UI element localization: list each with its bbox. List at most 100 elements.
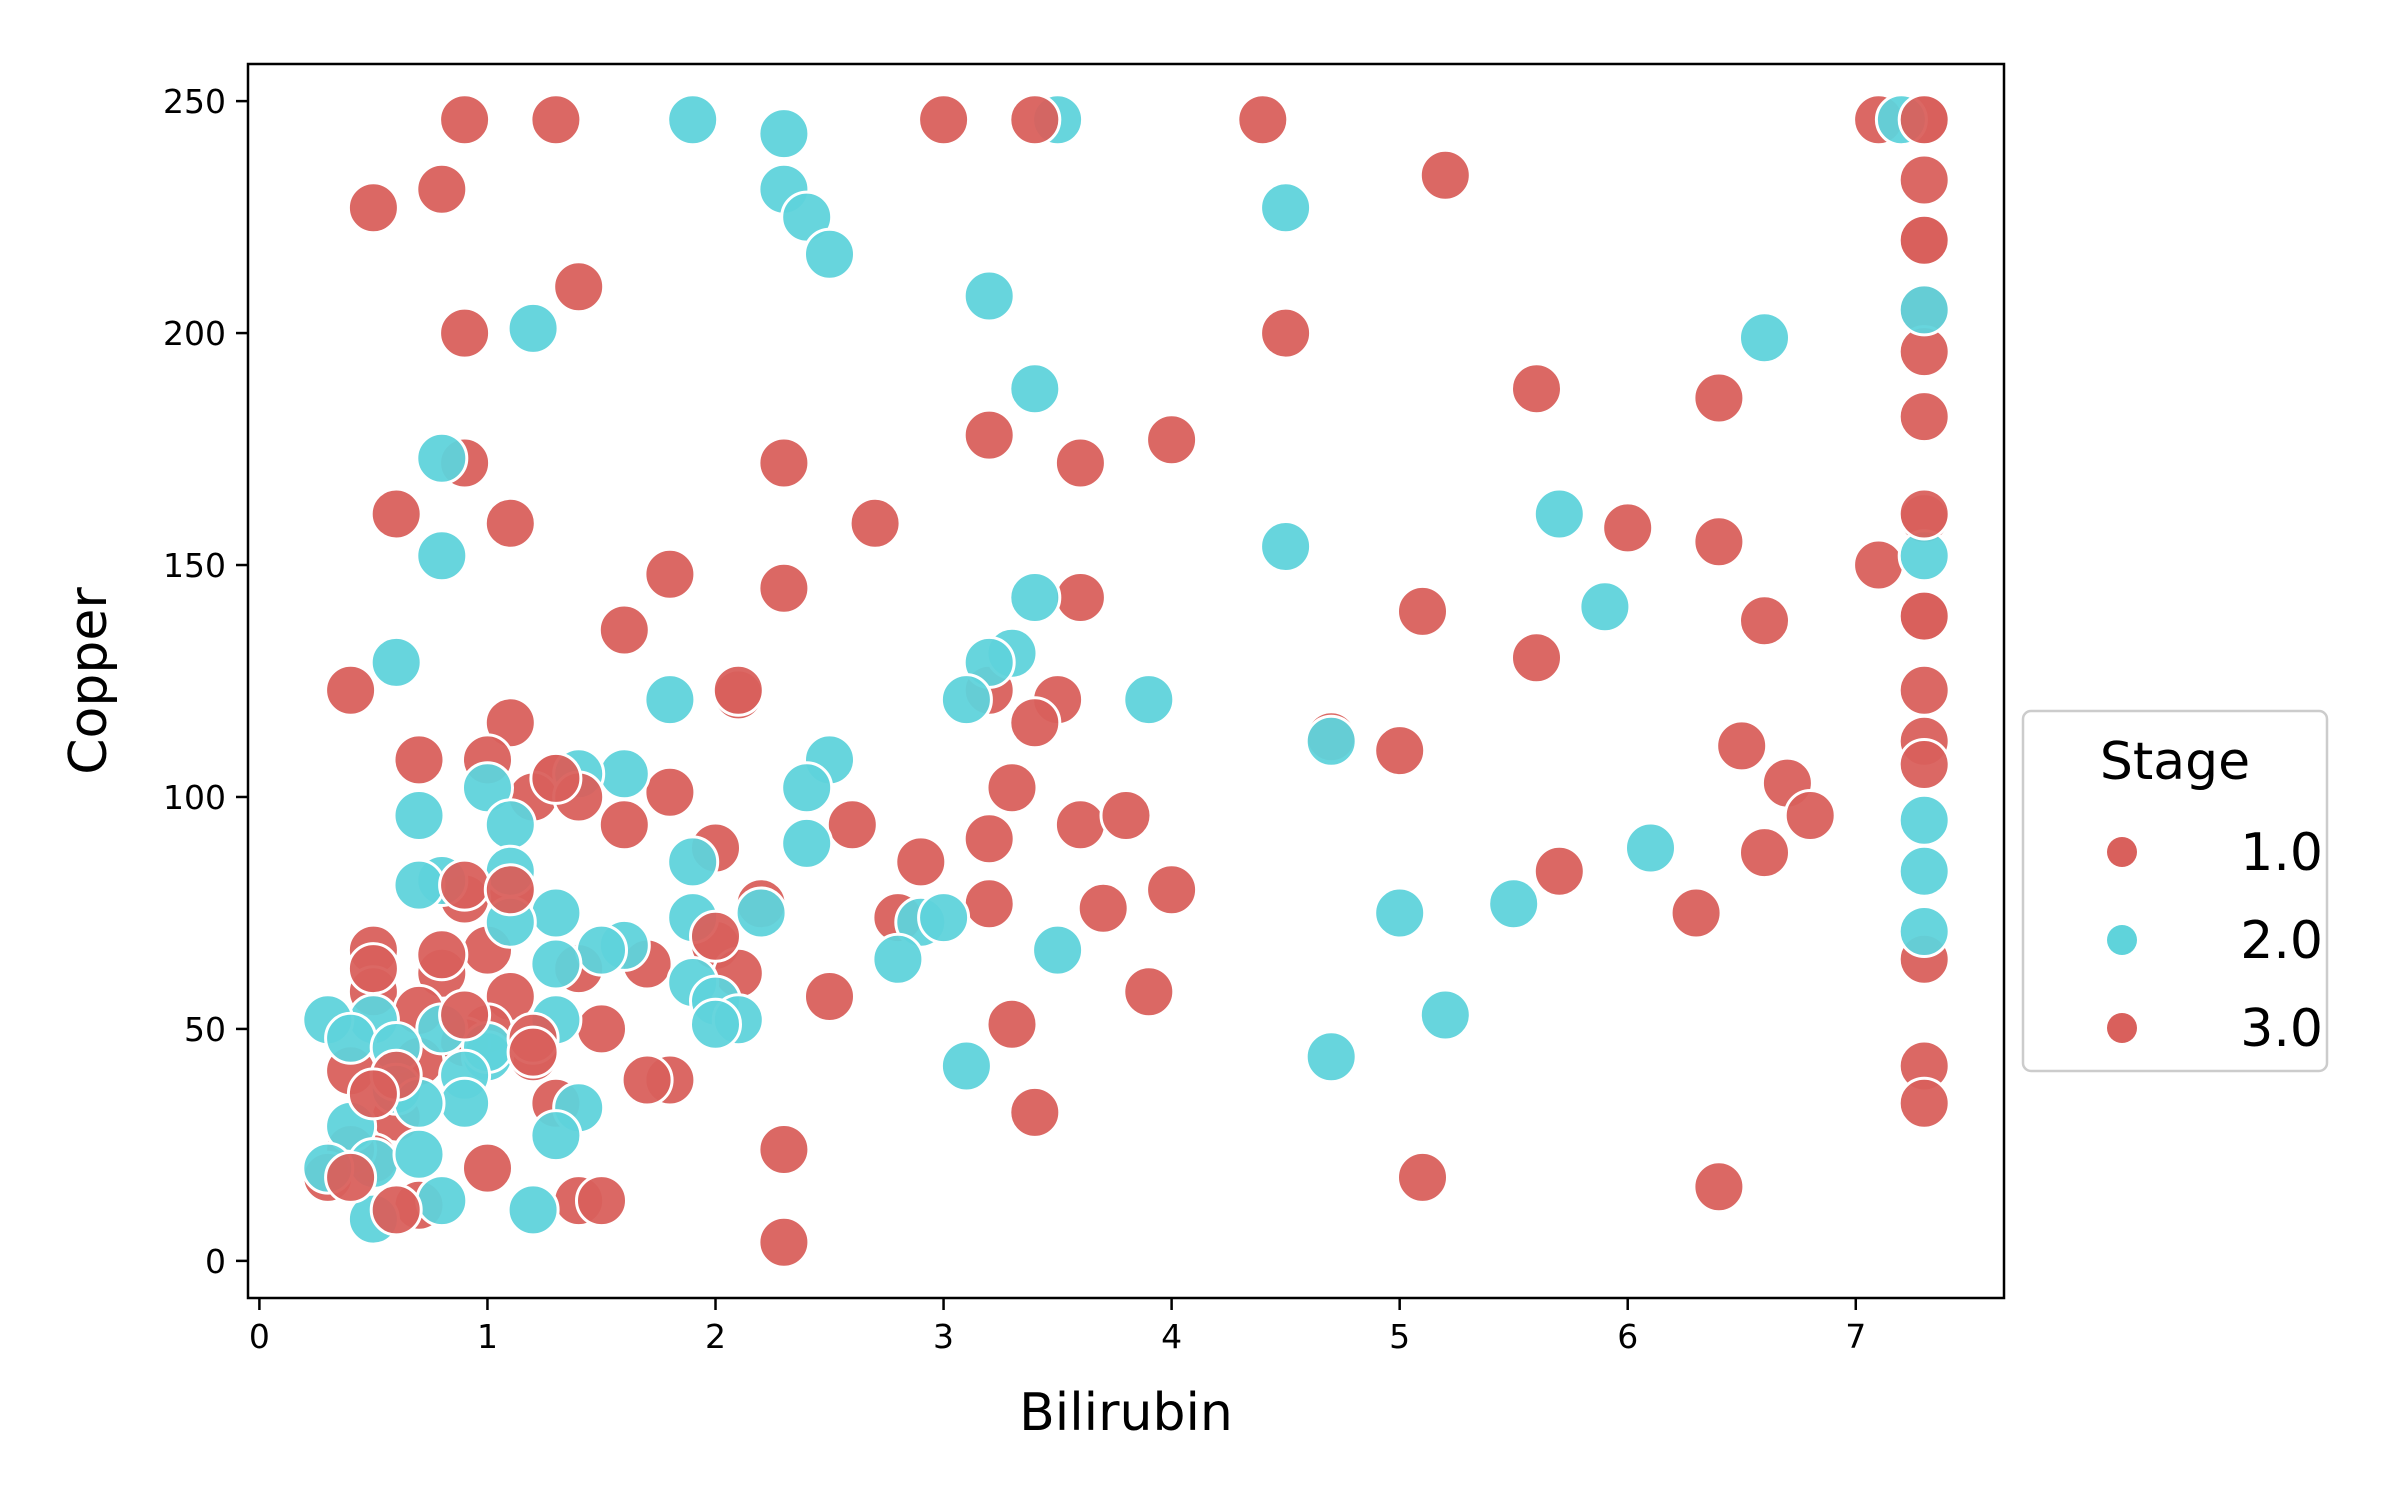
data-point	[1783, 789, 1837, 842]
data-point	[643, 765, 697, 819]
legend-items: 1.0 2.0 3.0	[2107, 823, 2323, 1059]
legend-frame	[2021, 709, 2329, 1073]
x-axis-title: Bilirubin	[1019, 1383, 1233, 1443]
data-point	[1076, 881, 1130, 935]
data-point	[1624, 821, 1677, 875]
x-tick-label: 0	[249, 1317, 270, 1356]
data-point	[1304, 1030, 1358, 1084]
series-3.0	[324, 93, 1951, 1237]
x-tick-label: 4	[1161, 1317, 1182, 1356]
data-point	[666, 93, 720, 147]
y-tick-label: 0	[205, 1242, 226, 1281]
data-point	[803, 227, 856, 281]
data-point	[1145, 413, 1199, 467]
data-point	[848, 496, 902, 550]
legend-title: Stage	[2100, 732, 2250, 792]
data-point	[1053, 571, 1107, 624]
data-point	[1259, 520, 1313, 573]
data-point	[1008, 571, 1062, 624]
data-point	[1897, 487, 1951, 541]
legend-label: 2.0	[2240, 911, 2323, 971]
data-point	[346, 181, 400, 235]
data-point	[1532, 844, 1586, 898]
data-point	[1897, 663, 1951, 717]
data-point	[1122, 673, 1176, 727]
x-axis: 0 1 2 3 4 5 6 7	[249, 1298, 1866, 1356]
data-point	[1897, 283, 1951, 337]
data-point	[939, 673, 993, 727]
data-point	[1897, 793, 1951, 847]
data-point	[1122, 965, 1176, 1019]
data-point	[392, 789, 446, 842]
data-point	[506, 301, 560, 355]
data-point	[1532, 487, 1586, 541]
data-point	[1578, 580, 1632, 634]
legend-label: 1.0	[2240, 823, 2323, 883]
x-tick-label: 2	[705, 1317, 726, 1356]
points-layer	[301, 93, 1951, 1269]
data-point	[985, 997, 1039, 1051]
data-point	[346, 942, 400, 996]
data-point	[1601, 501, 1655, 555]
y-tick-label: 150	[163, 546, 226, 585]
data-point	[803, 970, 856, 1023]
data-point	[415, 431, 469, 485]
data-point	[415, 928, 469, 982]
series-1.0	[301, 93, 1951, 1269]
data-point	[529, 751, 583, 805]
y-tick-label: 50	[184, 1010, 226, 1049]
data-point	[757, 436, 811, 490]
data-point	[575, 923, 628, 977]
data-point	[962, 812, 1016, 866]
data-point	[780, 816, 834, 870]
data-point	[917, 93, 971, 147]
data-point	[1897, 844, 1951, 898]
data-point	[711, 663, 765, 717]
data-point	[757, 1123, 811, 1176]
data-point	[1669, 886, 1723, 940]
x-tick-label: 3	[933, 1317, 954, 1356]
data-point	[734, 886, 788, 940]
data-point	[757, 561, 811, 615]
data-point	[1418, 148, 1472, 202]
data-point	[1715, 719, 1769, 773]
data-point	[324, 1011, 378, 1065]
data-point	[1738, 826, 1791, 880]
data-point	[415, 529, 469, 583]
data-point	[757, 1215, 811, 1269]
data-point	[529, 93, 583, 147]
data-point	[1373, 886, 1427, 940]
data-point	[438, 306, 492, 360]
data-point	[1897, 1076, 1951, 1130]
data-point	[1031, 923, 1085, 977]
data-point	[1008, 696, 1062, 750]
data-point	[1897, 589, 1951, 643]
x-tick-label: 5	[1389, 1317, 1410, 1356]
data-point	[1897, 738, 1951, 791]
legend-marker	[2107, 925, 2137, 955]
data-point	[1897, 213, 1951, 267]
data-point	[1510, 362, 1563, 416]
legend-marker	[2107, 1013, 2137, 1043]
data-point	[1053, 798, 1107, 852]
data-point	[1145, 863, 1199, 917]
data-point	[962, 408, 1016, 462]
legend: Stage 1.0 2.0 3.0	[2021, 709, 2329, 1073]
data-point	[757, 107, 811, 161]
data-point	[552, 260, 606, 314]
data-point	[415, 1174, 469, 1228]
data-point	[392, 1127, 446, 1181]
data-point	[1396, 1150, 1449, 1204]
data-point	[506, 1025, 560, 1079]
data-point	[689, 909, 742, 963]
data-point	[575, 1002, 628, 1056]
data-point	[689, 997, 742, 1051]
data-point	[438, 93, 492, 147]
data-point	[894, 835, 948, 889]
data-point	[643, 547, 697, 601]
data-point	[1487, 877, 1541, 931]
data-point	[461, 1141, 514, 1195]
data-point	[1008, 362, 1062, 416]
data-point	[620, 1053, 674, 1107]
